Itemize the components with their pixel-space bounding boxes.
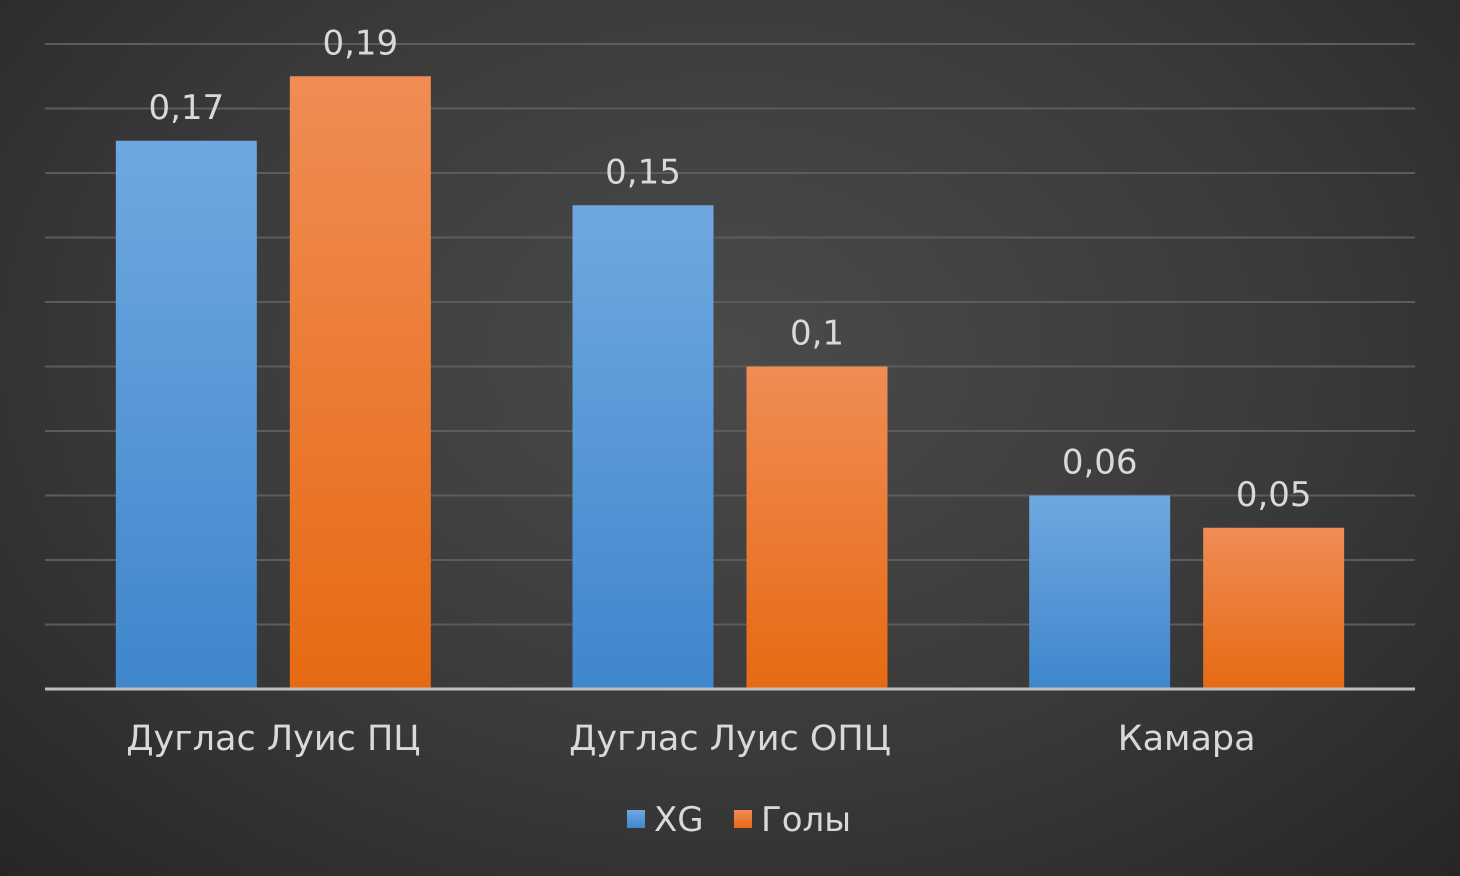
data-label: 0,05 <box>1236 475 1312 515</box>
data-labels: 0,17 0,19 0,15 0,1 0,06 0,05 <box>148 23 1311 515</box>
bar-goals-1 <box>746 366 888 689</box>
data-label: 0,19 <box>322 23 398 63</box>
bar-xg-2 <box>1029 495 1171 689</box>
bars <box>115 76 1345 689</box>
data-label: 0,15 <box>605 152 681 192</box>
data-label: 0,1 <box>790 314 844 354</box>
legend: XG Голы <box>627 800 851 840</box>
legend-label-goals: Голы <box>761 800 851 840</box>
gridlines <box>45 43 1415 626</box>
data-label: 0,17 <box>148 88 224 128</box>
legend-label-xg: XG <box>654 800 704 840</box>
category-label: Дуглас Луис ОПЦ <box>569 719 891 759</box>
legend-swatch-goals <box>734 810 752 828</box>
bar-goals-0 <box>289 76 431 689</box>
bar-xg-1 <box>572 205 714 689</box>
category-labels: Дуглас Луис ПЦ Дуглас Луис ОПЦ Камара <box>126 719 1255 759</box>
bar-xg-0 <box>115 140 257 689</box>
bar-goals-2 <box>1203 527 1345 689</box>
legend-swatch-xg <box>627 810 645 828</box>
category-label: Дуглас Луис ПЦ <box>126 719 420 759</box>
data-label: 0,06 <box>1062 443 1138 483</box>
category-label: Камара <box>1118 719 1256 759</box>
